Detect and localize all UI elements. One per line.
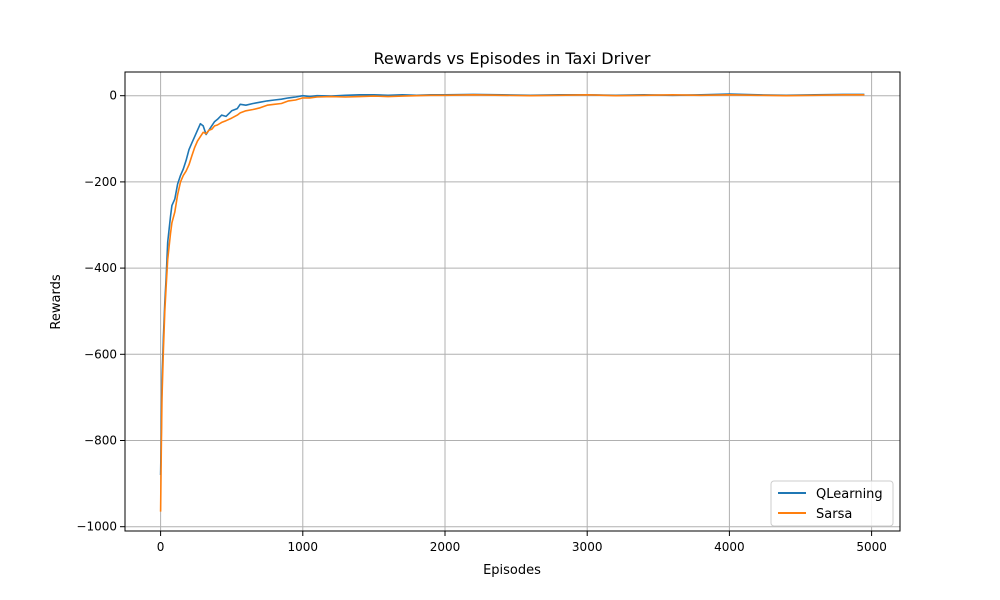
x-tick-label: 1000 xyxy=(288,540,319,554)
y-axis-label: Rewards xyxy=(49,274,64,329)
legend-label-sarsa: Sarsa xyxy=(816,507,852,522)
x-tick-label: 5000 xyxy=(856,540,887,554)
x-tick-label: 3000 xyxy=(572,540,603,554)
series-layer xyxy=(159,93,865,512)
x-axis: 0 1000 2000 3000 4000 5000 xyxy=(157,531,887,554)
x-axis-label: Episodes xyxy=(483,563,541,578)
chart-title: Rewards vs Episodes in Taxi Driver xyxy=(374,49,651,68)
y-axis: 0 −200 −400 −600 −800 −1000 xyxy=(76,89,125,534)
y-tick-label: −800 xyxy=(84,434,117,448)
y-tick-label: −200 xyxy=(84,175,117,189)
x-tick-label: 2000 xyxy=(430,540,461,554)
y-tick-label: −1000 xyxy=(76,520,117,534)
x-tick-label: 0 xyxy=(157,540,165,554)
y-tick-label: 0 xyxy=(109,89,117,103)
x-tick-label: 4000 xyxy=(714,540,745,554)
y-tick-label: −600 xyxy=(84,347,117,361)
legend-label-qlearning: QLearning xyxy=(816,487,883,502)
y-tick-label: −400 xyxy=(84,261,117,275)
series-line-sarsa xyxy=(159,94,865,512)
plot-frame xyxy=(124,71,901,532)
legend: QLearning Sarsa xyxy=(770,480,894,527)
